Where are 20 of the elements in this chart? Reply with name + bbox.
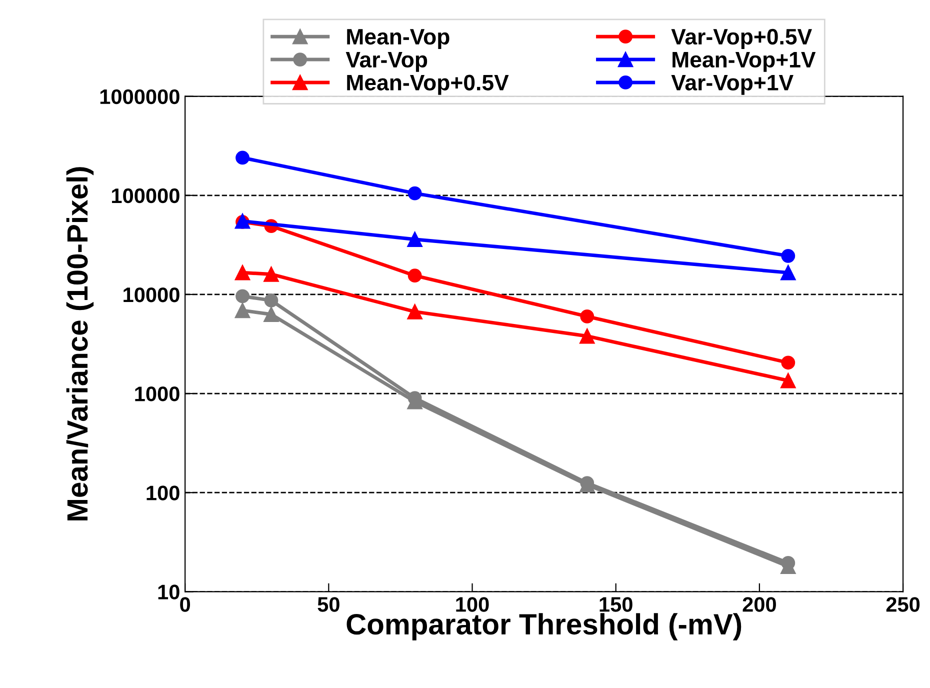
x-tick-label: 250	[886, 597, 920, 612]
x-tick-label: 150	[600, 597, 632, 612]
legend-label: Var-Vop	[346, 52, 428, 72]
y-tick-label: 10000	[124, 287, 180, 302]
x-axis-title: Comparator Threshold (-mV)	[346, 613, 742, 640]
x-tick-label: 100	[456, 597, 489, 612]
y-tick-label: 1000	[135, 386, 180, 402]
legend-label: Mean-Vop	[347, 29, 450, 49]
legend-label: Var-Vop+1V	[671, 74, 794, 95]
y-tick-label: 100	[146, 486, 180, 500]
x-tick-label: 0	[180, 597, 190, 612]
y-tick-label: 1000000	[100, 89, 180, 104]
y-tick-label: 100000	[112, 188, 180, 204]
legend-label: Mean-Vop+0.5V	[347, 74, 509, 95]
x-tick-label: 200	[742, 597, 776, 612]
legend-label: Mean-Vop+1V	[672, 52, 816, 72]
y-axis-title: Mean/Variance (100-Pixel)	[66, 167, 94, 520]
x-tick-label: 50	[318, 597, 340, 612]
legend-label: Var-Vop+0.5V	[671, 28, 812, 49]
y-tick-label: 10	[158, 584, 180, 600]
